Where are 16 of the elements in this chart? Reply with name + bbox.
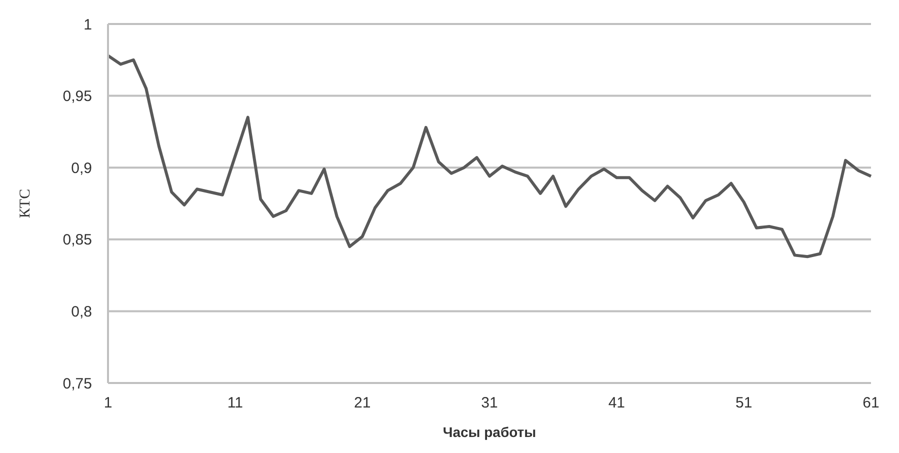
line-series — [106, 54, 872, 258]
x-tick-label: 31 — [481, 394, 498, 412]
y-axis-title: КТС — [17, 188, 34, 218]
x-tick-label: 1 — [104, 394, 112, 412]
x-tick-label: 41 — [608, 394, 626, 412]
x-tick-label: 61 — [862, 394, 880, 412]
y-tick-label: 0,75 — [62, 375, 92, 392]
x-tick-label: 21 — [354, 394, 371, 412]
x-axis-title: Часы работы — [442, 424, 536, 440]
y-tick-label: 1 — [84, 16, 92, 34]
x-tick-label: 51 — [735, 394, 752, 412]
y-tick-label: 0,8 — [71, 304, 92, 321]
y-tick-label: 0,9 — [71, 160, 92, 177]
y-tick-label: 0,85 — [62, 232, 92, 249]
x-tick-label: 11 — [227, 394, 243, 412]
y-tick-label: 0,95 — [62, 88, 92, 106]
